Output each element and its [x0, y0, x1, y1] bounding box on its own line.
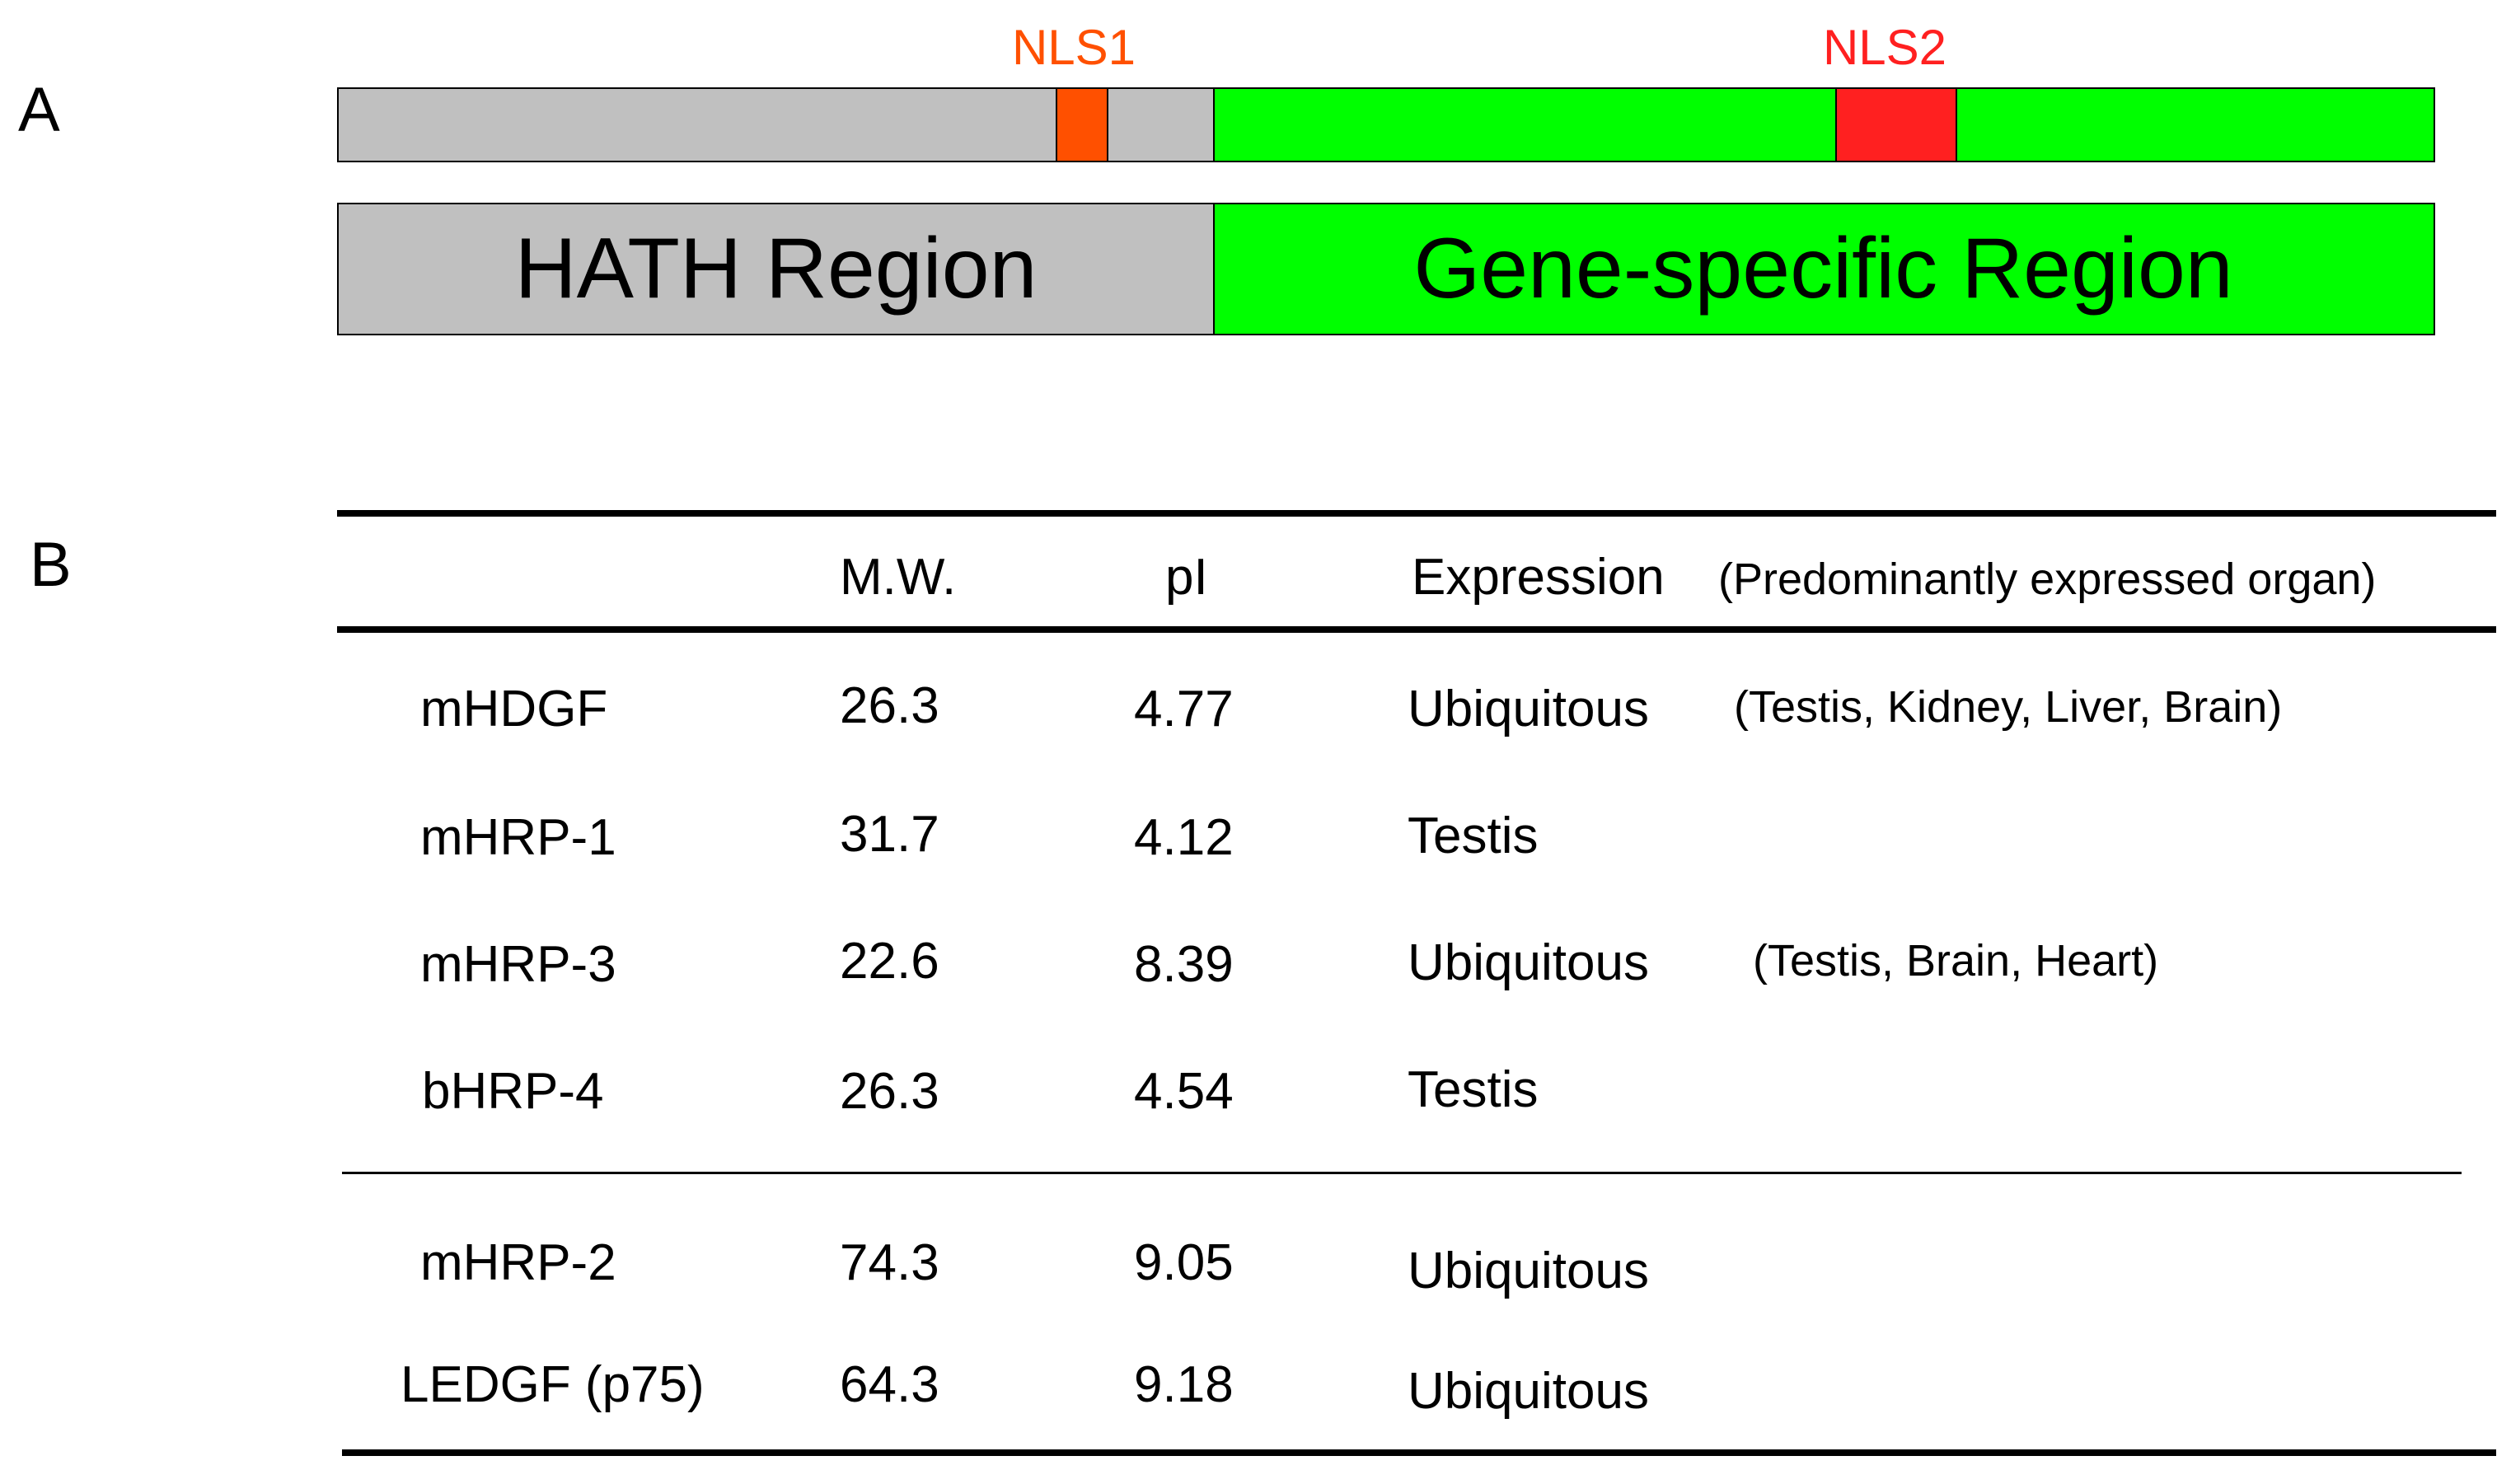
row-pi: 4.77: [1134, 681, 1234, 737]
row-name: bHRP-4: [422, 1063, 604, 1120]
table-bottom-rule: [342, 1449, 2496, 1456]
row-pi: 9.05: [1134, 1234, 1234, 1291]
row-name: mHRP-2: [420, 1234, 616, 1291]
row-mw: 22.6: [840, 933, 939, 990]
header-mw: M.W.: [840, 549, 957, 606]
row-name: LEDGF (p75): [401, 1356, 705, 1413]
row-pi: 4.12: [1134, 809, 1234, 866]
panel-a-letter: A: [18, 75, 60, 145]
header-organ-note: (Predominantly expressed organ): [1718, 555, 2377, 604]
panel-b-letter: B: [30, 530, 72, 600]
row-expression: Ubiquitous: [1408, 681, 1649, 737]
row-expression: Testis: [1408, 1061, 1539, 1118]
row-name: mHRP-3: [420, 936, 616, 993]
region-label-bar: HATH Region Gene-specific Region: [337, 203, 2435, 335]
table-top-rule: [337, 510, 2496, 517]
row-organs: (Testis, Kidney, Liver, Brain): [1734, 682, 2283, 732]
row-expression: Testis: [1408, 808, 1539, 864]
protein-domain-bar: [337, 87, 2435, 162]
gene-specific-region-box: [1213, 204, 2434, 334]
nls2-label: NLS2: [1822, 20, 1947, 75]
row-name: mHDGF: [420, 681, 608, 737]
row-expression: Ubiquitous: [1408, 1363, 1649, 1420]
row-mw: 31.7: [840, 806, 939, 863]
row-organs: (Testis, Brain, Heart): [1753, 936, 2159, 985]
nls1-segment: [1056, 89, 1108, 161]
row-pi: 9.18: [1134, 1356, 1234, 1413]
row-pi: 8.39: [1134, 936, 1234, 993]
nls2-segment: [1835, 89, 1957, 161]
header-expression: Expression: [1412, 549, 1665, 606]
header-bottom-rule: [337, 626, 2496, 633]
row-name: mHRP-1: [420, 809, 616, 866]
nls1-label: NLS1: [1011, 20, 1136, 75]
gene-specific-domain-segment: [1213, 89, 2434, 161]
row-expression: Ubiquitous: [1408, 1243, 1649, 1299]
row-mw: 74.3: [840, 1234, 939, 1291]
hath-region-label: HATH Region: [514, 221, 1038, 316]
row-mw: 26.3: [840, 677, 939, 734]
row-expression: Ubiquitous: [1408, 934, 1649, 991]
hath-region-box: [339, 204, 1213, 334]
group-divider-rule: [342, 1172, 2462, 1174]
row-pi: 4.54: [1134, 1063, 1234, 1120]
row-mw: 64.3: [840, 1356, 939, 1413]
header-pi: pI: [1165, 549, 1208, 606]
gene-specific-region-label: Gene-specific Region: [1413, 221, 2233, 316]
row-mw: 26.3: [840, 1063, 939, 1120]
